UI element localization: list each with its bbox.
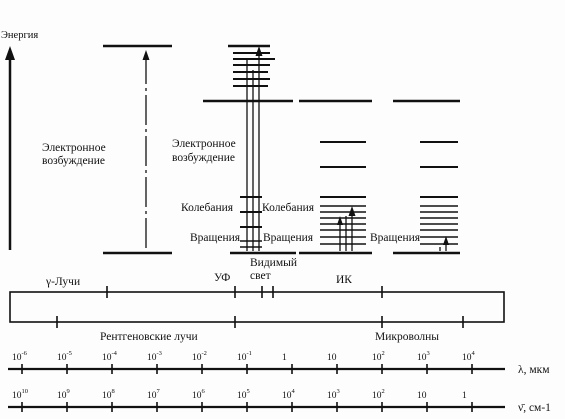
visible-label-1: Видимый <box>250 257 297 269</box>
wavelength-tick-label: 10-5 <box>57 350 72 363</box>
wavelength-tick-label: 104 <box>462 350 476 363</box>
column-electronic: Электронное возбуждение <box>42 44 172 255</box>
uv-band-label: УФ <box>214 272 230 284</box>
arrowhead-icon <box>255 46 263 56</box>
wavenumber-tick-label: 10 <box>417 391 427 401</box>
rotation-label: Вращения <box>263 232 314 244</box>
wavelength-scale: 10-6 10-5 10-4 10-3 10-2 10-1 1 10 102 103 104 λ, … <box>8 350 550 376</box>
xray-band-label: Рентгеновские лучи <box>100 331 198 343</box>
arrowhead-icon <box>142 50 150 60</box>
visible-label-2: свет <box>250 270 271 282</box>
transition-label-1: Электронное <box>42 142 106 154</box>
wavenumber-tick-label: 102 <box>372 388 385 401</box>
column-electronic-vibrational: Электронное возбуждение Колебания Вращен… <box>172 44 297 282</box>
energy-axis-label: Энергия <box>1 30 38 41</box>
transition-label-2: возбуждение <box>172 152 235 164</box>
wavelength-tick-label: 10-2 <box>192 350 207 363</box>
wavelength-ticks: 10-6 10-5 10-4 10-3 10-2 10-1 1 10 102 103 104 <box>12 350 476 374</box>
wavelength-tick-label: 10 <box>327 353 337 363</box>
rotation-label: Вращения <box>370 232 421 244</box>
wavelength-unit-label: λ, мкм <box>518 364 550 376</box>
wavenumber-tick-label: 106 <box>192 388 206 401</box>
vibration-label: Колебания <box>262 202 315 214</box>
wavenumber-ticks: 1010 109 108 107 106 105 104 103 102 10 1 <box>12 388 473 412</box>
wavenumber-scale: 1010 109 108 107 106 105 104 103 102 10 1 ν̄, см-1 <box>8 388 551 414</box>
wavelength-tick-label: 10-1 <box>237 350 252 363</box>
wavenumber-tick-label: 103 <box>327 388 340 401</box>
wavenumber-tick-label: 107 <box>147 388 161 401</box>
microwave-band-label: Микроволны <box>375 331 439 343</box>
wavelength-tick-label: 102 <box>372 350 385 363</box>
wavenumber-tick-label: 1010 <box>12 388 28 401</box>
wavenumber-unit-label: ν̄, см-1 <box>518 402 551 414</box>
up-arrow-icon <box>5 46 15 60</box>
ir-band-label: ИК <box>336 274 352 286</box>
wavenumber-tick-label: 108 <box>102 388 115 401</box>
wavelength-tick-label: 1 <box>282 353 287 363</box>
spectrum-band: γ-Лучи УФ ИК Рентгеновские лучи Микровол… <box>9 272 505 343</box>
wavenumber-tick-label: 104 <box>282 388 296 401</box>
wavelength-tick-label: 10-4 <box>102 350 118 363</box>
rotation-label: Вращения <box>190 232 241 244</box>
energy-axis: Энергия <box>1 30 38 250</box>
column-rotational: Вращения <box>370 99 460 255</box>
transition-label-1: Электронное <box>172 138 236 150</box>
wavenumber-tick-label: 109 <box>57 388 70 401</box>
vibration-label: Колебания <box>181 202 234 214</box>
wavelength-tick-label: 10-6 <box>12 350 28 363</box>
wavelength-tick-label: 10-3 <box>147 350 162 363</box>
wavenumber-tick-label: 105 <box>237 388 250 401</box>
transition-label-2: возбуждение <box>42 155 105 167</box>
gamma-band-label: γ-Лучи <box>45 276 80 288</box>
column-vibrational: Колебания Вращения <box>262 99 372 255</box>
wavelength-tick-label: 103 <box>417 350 430 363</box>
wavenumber-tick-label: 1 <box>462 391 467 401</box>
